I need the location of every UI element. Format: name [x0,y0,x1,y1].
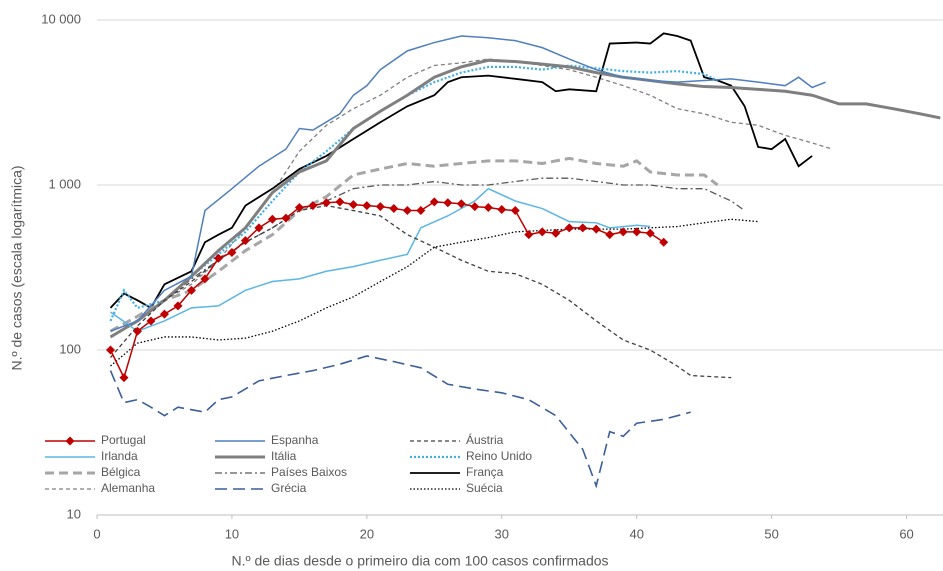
marker [186,285,196,295]
marker [227,247,237,257]
legend-label: Portugal [101,433,146,447]
legend-label: Itália [271,449,297,463]
marker [389,204,399,214]
marker [483,203,493,213]
legend-label: Áustria [466,432,504,447]
marker [362,201,372,211]
marker [551,228,561,238]
marker [375,202,385,212]
marker [105,345,115,355]
series-line [110,35,826,332]
series-line [109,156,719,333]
legend-label: Suécia [466,481,503,495]
x-tick-label: 60 [899,526,913,541]
legend-label: França [466,465,504,479]
marker [294,203,304,213]
series-line [110,58,833,332]
y-tick-label: 1 000 [48,176,81,191]
y-axis-title: N.º de casos (escala logarítmica) [9,165,25,370]
marker [132,326,142,336]
legend-label: Alemanha [101,481,155,495]
legend-label: Países Baixos [271,465,347,479]
marker [443,198,453,208]
marker [564,223,574,233]
x-tick-label: 20 [360,526,374,541]
marker [321,198,331,208]
marker [213,253,223,263]
legend-label: Bélgica [101,465,141,479]
marker [645,228,655,238]
marker [146,316,156,326]
series-line [109,58,941,339]
marker [578,223,588,233]
marker [240,236,250,246]
marker [335,197,345,207]
marker [456,199,466,209]
series-line [109,355,691,489]
marker [200,274,210,284]
marker [524,230,534,240]
marker [470,202,480,212]
marker [591,224,601,234]
series-line [110,177,746,338]
legend-label: Reino Unido [466,449,532,463]
x-tick-label: 40 [629,526,643,541]
marker [537,227,547,237]
marker [659,237,669,247]
marker [281,213,291,223]
marker [416,206,426,216]
marker [348,200,358,210]
legend-marker [65,436,75,446]
marker [618,227,628,237]
x-axis-title: N.º de dias desde o primeiro dia com 100… [231,553,608,569]
marker [402,206,412,216]
series-line [109,64,719,322]
legend-label: Espanha [271,433,319,447]
marker [632,227,642,237]
marker [173,301,183,311]
marker [267,214,277,224]
marker [308,201,318,211]
series-line [110,187,651,333]
x-tick-label: 50 [764,526,778,541]
y-tick-label: 10 000 [41,11,81,26]
y-tick-label: 100 [59,341,81,356]
x-tick-label: 0 [93,526,100,541]
legend-label: Irlanda [101,449,138,463]
marker [119,373,129,383]
marker [605,230,615,240]
series-line [109,32,813,310]
x-tick-label: 10 [225,526,239,541]
marker [159,309,169,319]
marker [510,206,520,216]
marker [254,223,264,233]
marker [429,197,439,207]
marker [497,205,507,215]
y-tick-label: 10 [67,506,81,521]
legend-label: Grécia [271,481,307,495]
x-tick-label: 30 [495,526,509,541]
